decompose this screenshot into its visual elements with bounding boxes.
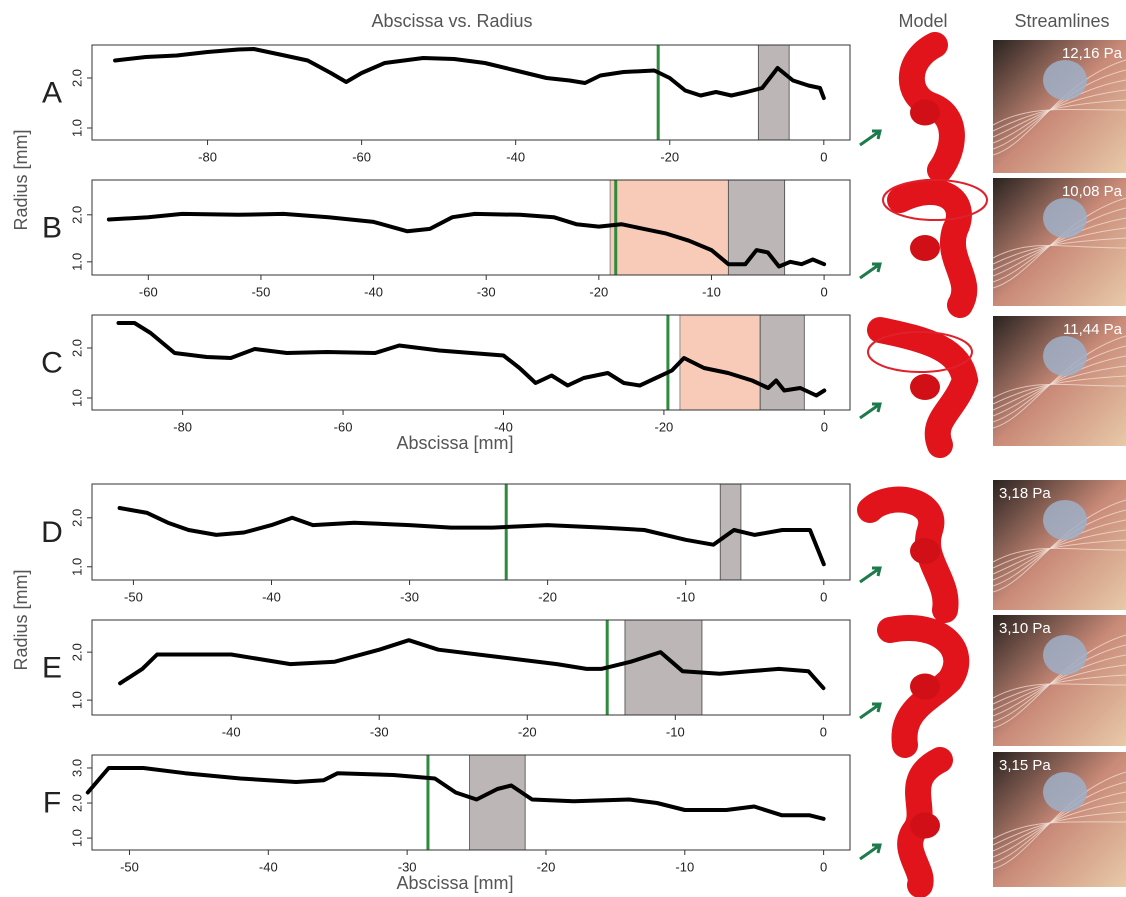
gray-band [625,620,702,715]
x-axis-title: Abscissa [mm] [396,433,513,453]
figure: Abscissa vs. Radius Model Streamlines -8… [0,0,1126,897]
x-tick-label: -10 [666,724,685,739]
x-tick-label: -10 [676,589,695,604]
y-tick-label: 1.0 [69,691,84,709]
y-axis-title: Radius [mm] [11,569,31,670]
x-tick-label: -80 [173,419,192,434]
panel-letter: F [43,786,61,819]
x-tick-label: -40 [262,589,281,604]
x-tick-label: -60 [352,149,371,164]
inflow-arrow [860,404,880,418]
aneurysm-flow [1043,198,1087,238]
y-tick-label: 2.0 [69,794,84,812]
aneurysm-flow [1043,60,1087,100]
inflow-arrow [860,131,880,145]
wss-label: 3,10 Pa [999,620,1051,637]
x-tick-label: -80 [198,149,217,164]
x-tick-label: -60 [334,419,353,434]
y-tick-label: 2.0 [69,339,84,357]
x-tick-label: -40 [259,859,278,874]
inflow-arrow [860,845,880,859]
y-axis-title: Radius [mm] [11,129,31,230]
gray-band [758,45,789,140]
x-tick-label: -50 [124,589,143,604]
page: Abscissa vs. Radius Model Streamlines -8… [0,0,1126,897]
y-tick-label: 1.0 [69,829,84,847]
panel-letter: A [42,76,62,109]
column-heading: Model [898,11,947,31]
y-tick-label: 2.0 [69,69,84,87]
aneurysm [910,235,940,261]
y-tick-label: 1.0 [69,558,84,576]
aneurysm [910,100,940,126]
y-tick-label: 1.0 [69,119,84,137]
wss-label: 3,18 Pa [999,485,1051,502]
x-tick-label: -50 [252,284,271,299]
aneurysm [910,374,940,400]
wss-label: 3,15 Pa [999,757,1051,774]
aneurysm-flow [1043,336,1087,376]
radius-line [88,768,824,819]
x-tick-label: 0 [820,859,827,874]
x-tick-label: -20 [589,284,608,299]
x-tick-label: -20 [660,149,679,164]
gray-band [760,315,804,410]
inflow-arrow [860,568,880,582]
wss-label: 11,44 Pa [1063,321,1123,338]
x-tick-label: -40 [506,149,525,164]
radius-line [115,49,824,98]
aneurysm [910,538,940,564]
aneurysm-flow [1043,772,1087,812]
y-tick-label: 2.0 [69,206,84,224]
x-tick-label: -30 [370,724,389,739]
plot-frame [92,620,850,715]
y-tick-label: 3.0 [69,759,84,777]
x-tick-label: -20 [537,859,556,874]
x-tick-label: -50 [120,859,139,874]
x-tick-label: 0 [820,589,827,604]
column-heading: Streamlines [1014,11,1109,31]
x-tick-label: 0 [820,724,827,739]
y-tick-label: 2.0 [69,509,84,527]
x-tick-label: -30 [477,284,496,299]
aneurysm [910,674,940,700]
x-tick-label: -30 [400,589,419,604]
x-tick-label: -20 [655,419,674,434]
y-tick-label: 1.0 [69,389,84,407]
x-tick-label: -60 [139,284,158,299]
x-tick-label: -10 [675,859,694,874]
aneurysm [910,813,940,839]
x-tick-label: 0 [820,149,827,164]
x-tick-label: -20 [518,724,537,739]
figure-title: Abscissa vs. Radius [371,11,532,31]
x-tick-label: 0 [821,419,828,434]
panel-letter: B [42,211,62,244]
panel-letter: E [42,651,62,684]
x-tick-label: -20 [538,589,557,604]
inflow-arrow [860,264,880,278]
wss-label: 12,16 Pa [1062,45,1123,62]
inflow-arrow [860,704,880,718]
y-tick-label: 2.0 [69,643,84,661]
radius-line [120,640,823,688]
aneurysm-flow [1043,500,1087,540]
y-tick-label: 1.0 [69,253,84,271]
x-tick-label: -40 [364,284,383,299]
radius-line [120,508,824,564]
aneurysm-flow [1043,635,1087,675]
wss-label: 10,08 Pa [1062,183,1123,200]
x-tick-label: -10 [702,284,721,299]
x-axis-title: Abscissa [mm] [396,873,513,893]
x-tick-label: -40 [222,724,241,739]
x-tick-label: 0 [820,284,827,299]
panel-letter: D [41,516,63,549]
panel-letter: C [41,346,63,379]
gray-band [470,755,526,850]
